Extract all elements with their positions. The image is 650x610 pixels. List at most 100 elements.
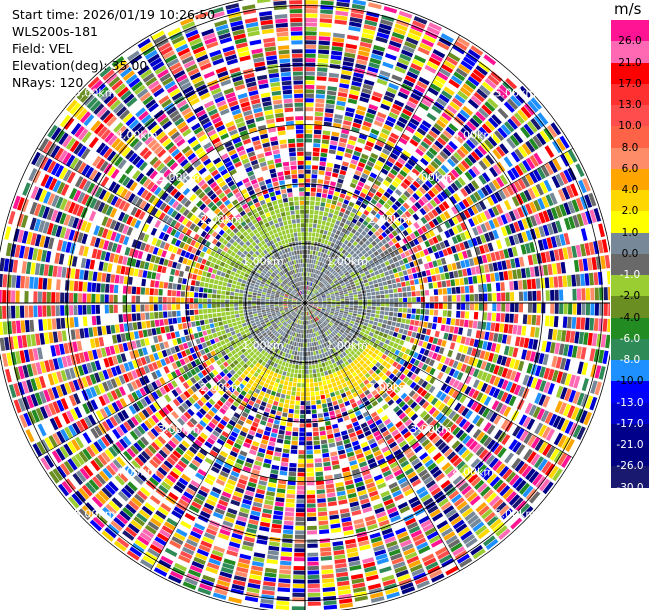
- gate-cell: [538, 225, 546, 238]
- gate-cell: [366, 327, 372, 332]
- gate-cell: [532, 290, 537, 301]
- gate-cell: [375, 314, 380, 318]
- gate-cell: [542, 443, 552, 456]
- gate-cell: [358, 246, 364, 252]
- gate-cell: [399, 53, 412, 62]
- gate-cell: [462, 328, 468, 336]
- gate-cell: [585, 363, 593, 377]
- gate-cell: [358, 297, 363, 300]
- gate-cell: [337, 277, 342, 281]
- gate-cell: [570, 183, 579, 197]
- gate-cell: [346, 205, 353, 212]
- gate-cell: [433, 369, 440, 378]
- gate-cell: [415, 148, 424, 157]
- gate-cell: [305, 352, 308, 356]
- gate-cell: [431, 105, 442, 114]
- gate-cell: [340, 237, 346, 243]
- gate-cell: [351, 208, 358, 214]
- gate-cell: [322, 286, 327, 290]
- gate-cell: [308, 305, 312, 309]
- gate-cell: [576, 392, 585, 406]
- gate-cell: [324, 225, 329, 231]
- gate-cell: [334, 292, 339, 295]
- gate-cell: [309, 205, 315, 210]
- gate-cell: [305, 120, 313, 125]
- gate-cell: [395, 322, 401, 328]
- gate-cell: [365, 141, 375, 148]
- gate-cell: [282, 534, 293, 539]
- gate-cell: [318, 233, 323, 239]
- gate-cell: [551, 355, 558, 368]
- gate-cell: [431, 352, 438, 360]
- gate-cell: [313, 299, 318, 302]
- gate-cell: [533, 115, 545, 128]
- gate-cell: [305, 93, 314, 98]
- gate-cell: [480, 186, 489, 197]
- gate-cell: [317, 296, 322, 299]
- gate-cell: [309, 300, 313, 302]
- gate-cell: [515, 427, 525, 440]
- gate-cell: [545, 194, 554, 207]
- gate-cell: [395, 235, 402, 242]
- gate-cell: [365, 285, 370, 290]
- gate-cell: [307, 557, 319, 562]
- gate-cell: [369, 316, 375, 321]
- gate-cell: [488, 117, 499, 128]
- gate-cell: [370, 328, 376, 333]
- gate-cell: [331, 263, 336, 269]
- gate-cell: [328, 279, 333, 284]
- gate-cell: [352, 313, 357, 317]
- gate-cell: [311, 405, 317, 410]
- gate-cell: [382, 61, 394, 69]
- gate-cell: [471, 205, 479, 215]
- gate-cell: [474, 303, 479, 311]
- gate-cell: [331, 218, 336, 224]
- gate-cell: [551, 221, 559, 234]
- gate-cell: [271, 376, 277, 382]
- gate-cell: [470, 401, 479, 411]
- gate-cell: [376, 306, 381, 311]
- gate-cell: [380, 327, 386, 333]
- gate-cell: [306, 423, 312, 428]
- gate-cell: [494, 110, 506, 122]
- gate-cell: [591, 333, 598, 347]
- gate-cell: [357, 266, 363, 272]
- gate-cell: [381, 195, 388, 202]
- gate-cell: [306, 432, 312, 437]
- gate-cell: [503, 199, 512, 211]
- gate-cell: [444, 366, 452, 375]
- gate-cell: [466, 346, 473, 356]
- gate-cell: [317, 306, 322, 309]
- gate-cell: [295, 396, 301, 401]
- gate-cell: [460, 286, 465, 294]
- gate-cell: [332, 372, 338, 378]
- gate-cell: [380, 168, 389, 175]
- gate-cell: [464, 285, 470, 294]
- gate-cell: [294, 552, 305, 557]
- gate-cell: [300, 396, 305, 401]
- gate-cell: [567, 316, 572, 329]
- gate-cell: [504, 436, 515, 448]
- gate-cell: [415, 189, 423, 198]
- gate-cell: [275, 447, 282, 453]
- gate-cell: [349, 295, 354, 298]
- gate-cell: [510, 335, 516, 346]
- gate-cell: [459, 232, 467, 241]
- gate-cell: [296, 342, 299, 347]
- gate-cell: [334, 409, 341, 415]
- gate-cell: [360, 203, 367, 209]
- gate-cell: [333, 224, 339, 230]
- gate-cell: [318, 36, 331, 41]
- gate-cell: [329, 144, 337, 150]
- gate-cell: [534, 365, 542, 377]
- gate-cell: [417, 144, 427, 153]
- gate-cell: [522, 314, 528, 325]
- gate-cell: [560, 261, 566, 274]
- gate-cell: [443, 86, 455, 96]
- gate-cell: [361, 125, 371, 132]
- gate-cell: [505, 292, 510, 302]
- gate-cell: [436, 362, 444, 371]
- gate-cell: [351, 315, 357, 319]
- gate-cell: [305, 356, 308, 361]
- gate-cell: [345, 300, 350, 303]
